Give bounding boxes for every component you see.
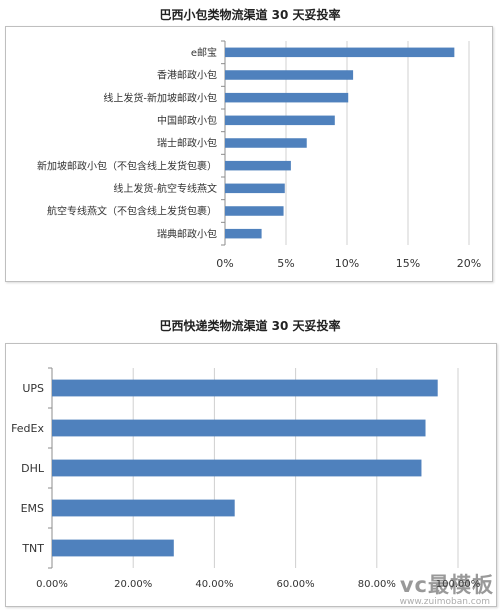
chart2-category-label: EMS xyxy=(21,502,44,515)
chart1-bar xyxy=(225,47,455,58)
chart1-category-label: 中国邮政小包 xyxy=(157,114,217,127)
chart2-bar xyxy=(52,379,438,397)
chart2-bar xyxy=(52,419,426,437)
chart2-bar xyxy=(52,539,174,557)
watermark-url: www.zuimoban.com xyxy=(399,597,490,607)
chart1-bar xyxy=(225,206,284,216)
chart2-bar xyxy=(52,499,235,517)
chart2-category-label: UPS xyxy=(22,382,44,395)
chart2-panel: 0.00% 20.00% 40.00% 60.00% 80.00% 100.00% UPS F… xyxy=(5,343,497,607)
chart1-panel: 0% 5% 10% 15% 20% e邮宝香港邮政小包线上发货-新加坡邮政小包中国邮政小包… xyxy=(5,26,493,282)
chart1-category-label: e邮宝 xyxy=(191,46,217,59)
chart1-bar xyxy=(225,228,262,239)
chart1-xtick-label: 5% xyxy=(277,257,294,270)
chart2-plot: 0.00% 20.00% 40.00% 60.00% 80.00% 100.00% UPS F… xyxy=(11,367,481,590)
chart2-category-label: FedEx xyxy=(11,422,44,435)
chart2-category-label: TNT xyxy=(21,542,44,555)
chart1-bar xyxy=(225,183,285,194)
chart2-xtick-label: 100.00% xyxy=(436,579,481,590)
chart2-bar xyxy=(52,459,422,477)
chart1-bar xyxy=(225,92,349,103)
chart2-title: 巴西快递类物流渠道 30 天妥投率 xyxy=(159,319,341,333)
chart1-bar xyxy=(225,138,307,148)
chart1-category-label: 线上发货-新加坡邮政小包 xyxy=(103,91,217,104)
chart2-category-label: DHL xyxy=(21,462,45,475)
chart1-category-label: 航空专线燕文（不包含线上发货包裹） xyxy=(47,205,217,218)
chart1-category-label: 瑞士邮政小包 xyxy=(157,137,217,150)
chart1-bar xyxy=(225,160,291,171)
chart2-xtick-label: 40.00% xyxy=(195,579,233,590)
chart1-xtick-label: 0% xyxy=(216,257,233,270)
watermark: vc最模板 xyxy=(399,573,494,597)
chart1-xtick-label: 10% xyxy=(335,257,359,270)
chart2-xtick-label: 0.00% xyxy=(36,579,68,590)
chart1-xtick-label: 20% xyxy=(457,257,481,270)
chart1-category-label: 新加坡邮政小包（不包含线上发货包裹） xyxy=(37,159,217,172)
chart1-xtick-label: 15% xyxy=(396,257,420,270)
chart1-plot: 0% 5% 10% 15% 20% e邮宝香港邮政小包线上发货-新加坡邮政小包中国邮政小包… xyxy=(37,40,481,270)
chart1-category-label: 线上发货-航空专线燕文 xyxy=(113,182,217,195)
chart2-xtick-label: 20.00% xyxy=(114,579,152,590)
chart2-xtick-label: 80.00% xyxy=(358,579,396,590)
chart2-xtick-label: 60.00% xyxy=(277,579,315,590)
chart1-category-label: 瑞典邮政小包 xyxy=(157,227,217,240)
chart1-bar xyxy=(225,70,354,80)
chart1-bar xyxy=(225,115,335,126)
chart1-category-label: 香港邮政小包 xyxy=(157,69,217,82)
chart1-title: 巴西小包类物流渠道 30 天妥投率 xyxy=(159,8,341,22)
